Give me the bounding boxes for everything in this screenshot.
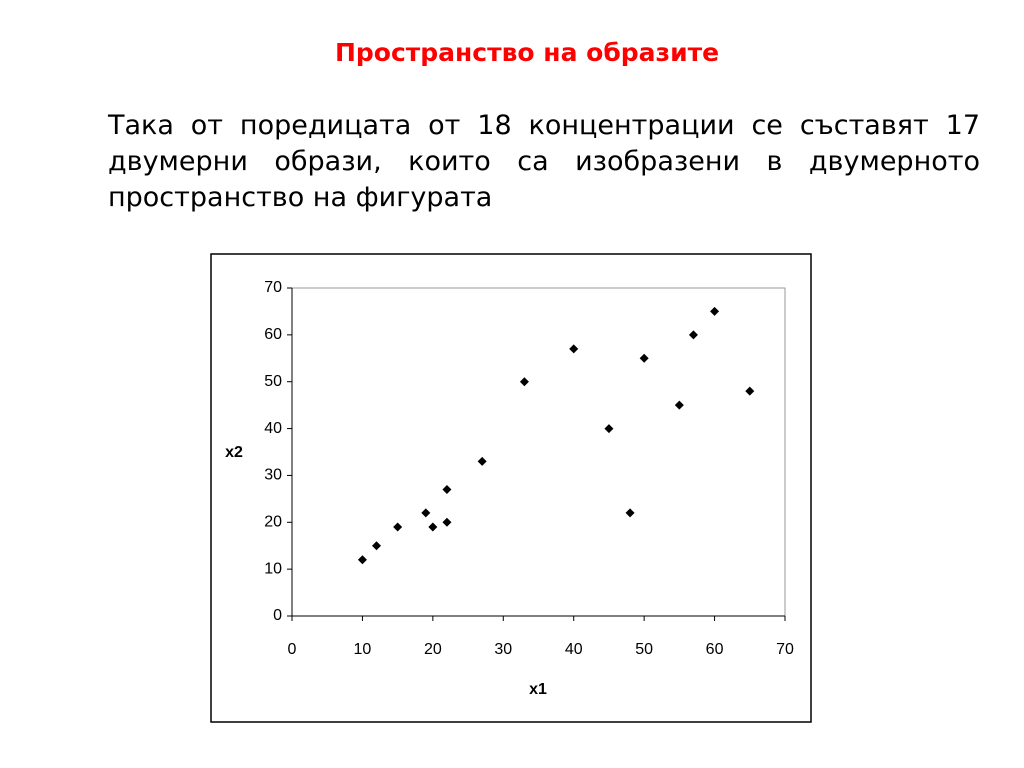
data-point [393,522,403,532]
x-tick-label: 20 [424,641,442,658]
y-tick-label: 10 [264,560,282,577]
y-tick-label: 20 [264,514,282,531]
x-tick-label: 10 [354,641,372,658]
slide-title: Пространство на образите [334,38,720,67]
data-point [442,484,452,494]
data-point [421,508,431,518]
data-point [442,517,452,527]
data-point [688,330,698,340]
data-point [569,344,579,354]
y-tick-label: 70 [264,279,282,296]
chart-frame [210,253,812,723]
data-point [477,456,487,466]
data-point [428,522,438,532]
x-tick-label: 0 [288,641,297,658]
y-tick-label: 30 [264,467,282,484]
data-point [625,508,635,518]
x-tick-label: 30 [494,641,512,658]
paragraph: Така от поредицата от 18 концентрации се… [108,110,980,213]
x-axis-label: x1 [529,681,547,698]
data-point [674,400,684,410]
y-tick-label: 50 [264,373,282,390]
x-tick-label: 60 [706,641,724,658]
data-point [639,353,649,363]
y-tick-label: 40 [264,420,282,437]
data-point [604,424,614,434]
y-tick-label: 0 [273,607,282,624]
y-tick-label: 60 [264,326,282,343]
x-tick-label: 70 [776,641,794,658]
data-point [519,377,529,387]
data-point [745,386,755,396]
data-point [357,555,367,565]
x-tick-label: 50 [635,641,653,658]
data-point [372,541,382,551]
plot-area [291,287,786,617]
y-axis-label: x2 [225,444,243,461]
x-tick-label: 40 [565,641,583,658]
data-point [710,306,720,316]
